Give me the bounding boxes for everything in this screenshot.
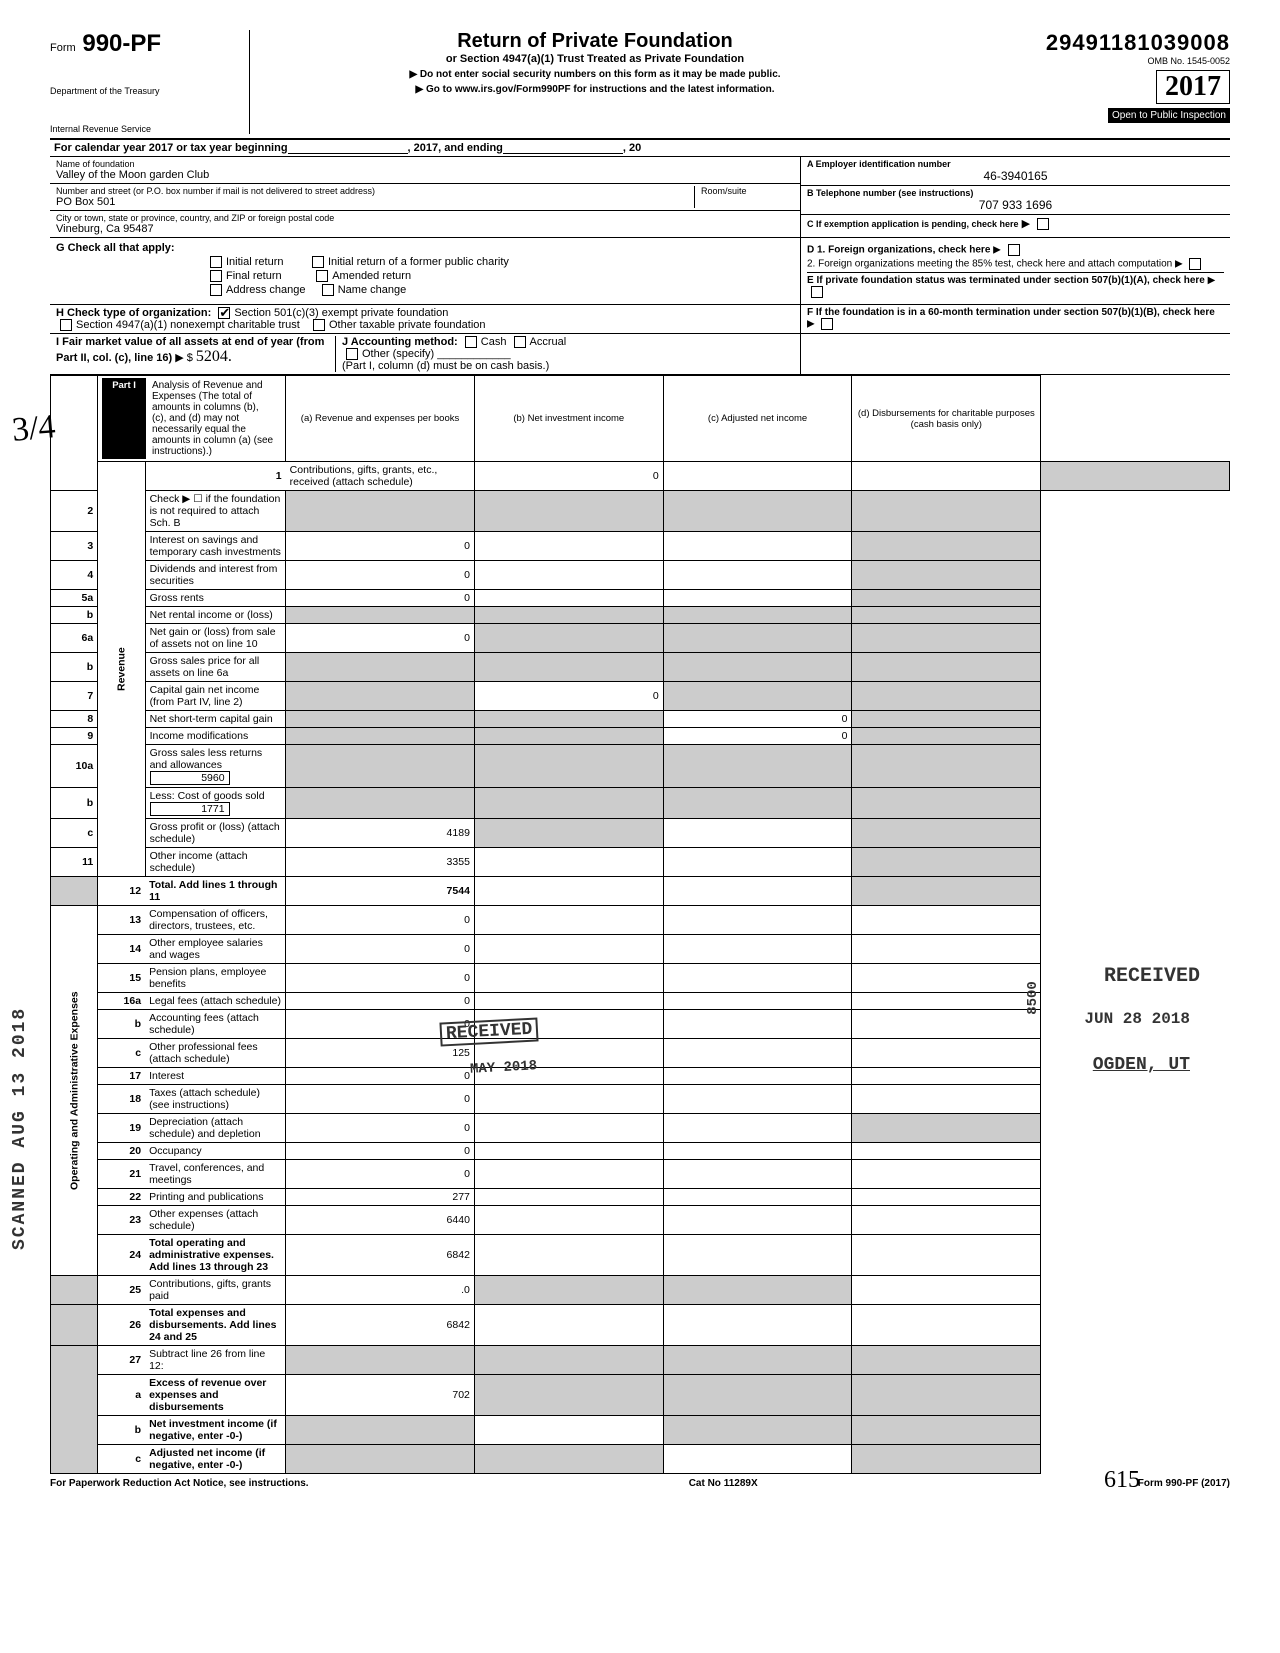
form-right-block: 29491181039008 OMB No. 1545-0052 2017 Op…	[940, 30, 1230, 123]
chk-e[interactable]	[811, 286, 823, 298]
stamp-ogden: OGDEN, UT	[1093, 1055, 1190, 1075]
chk-cash[interactable]	[465, 336, 477, 348]
chk-initial-former[interactable]	[312, 256, 324, 268]
revenue-label: Revenue	[98, 462, 145, 877]
handwritten-34: 3/4	[10, 408, 57, 450]
form-instr-1: Do not enter social security numbers on …	[260, 69, 930, 80]
j-label: J Accounting method:	[342, 336, 458, 348]
addr-label: Number and street (or P.O. box number if…	[56, 186, 694, 196]
footer-right: Form 990-PF (2017)	[1138, 1478, 1230, 1489]
expenses-label: Operating and Administrative Expenses	[51, 906, 98, 1276]
stamp-8500: 8500	[1025, 981, 1041, 1015]
form-subtitle: or Section 4947(a)(1) Trust Treated as P…	[260, 53, 930, 65]
part1-table: Part I Analysis of Revenue and Expenses …	[50, 375, 1230, 1474]
ein-value: 46-3940165	[807, 169, 1224, 183]
footer-mid: Cat No 11289X	[689, 1478, 758, 1489]
dept-treasury: Department of the Treasury	[50, 86, 241, 96]
cal-end-blank[interactable]	[503, 142, 623, 154]
handwritten-615: 615	[1104, 1467, 1140, 1494]
c-label: C If exemption application is pending, c…	[807, 219, 1019, 229]
form-title-block: Return of Private Foundation or Section …	[260, 30, 930, 95]
chk-final[interactable]	[210, 270, 222, 282]
form-number: 990-PF	[82, 30, 161, 57]
box-10a: 5960	[150, 771, 230, 785]
chk-address[interactable]	[210, 284, 222, 296]
col-d-hdr: (d) Disbursements for charitable purpose…	[852, 376, 1041, 462]
footer-left: For Paperwork Reduction Act Notice, see …	[50, 1478, 309, 1489]
part1-desc: Analysis of Revenue and Expenses (The to…	[146, 378, 281, 459]
col-b-hdr: (b) Net investment income	[474, 376, 663, 462]
page-footer: For Paperwork Reduction Act Notice, see …	[50, 1478, 1230, 1489]
ein-label: A Employer identification number	[807, 159, 1224, 169]
form-id-block: Form 990-PF Department of the Treasury I…	[50, 30, 250, 134]
chk-other-method[interactable]	[346, 348, 358, 360]
open-inspection-badge: Open to Public Inspection	[1108, 108, 1230, 123]
cal-text-3: , 20	[623, 142, 641, 154]
dln-number: 29491181039008	[940, 30, 1230, 56]
calendar-year-row: For calendar year 2017 or tax year begin…	[50, 140, 1230, 157]
cal-text-2: , 2017, and ending	[408, 142, 503, 154]
foundation-name: Valley of the Moon garden Club	[56, 169, 794, 181]
chk-d2[interactable]	[1189, 258, 1201, 270]
city-label: City or town, state or province, country…	[56, 213, 794, 223]
form-title: Return of Private Foundation	[260, 30, 930, 53]
city-zip: Vineburg, Ca 95487	[56, 223, 794, 235]
identification-block: Name of foundation Valley of the Moon ga…	[50, 157, 1230, 238]
address: PO Box 501	[56, 196, 694, 208]
chk-4947[interactable]	[60, 319, 72, 331]
fmv-handwritten: 5204.	[196, 348, 232, 365]
section-g: G Check all that apply: Initial return I…	[50, 238, 1230, 305]
chk-accrual[interactable]	[514, 336, 526, 348]
phone-label: B Telephone number (see instructions)	[807, 188, 1224, 198]
form-prefix: Form	[50, 42, 76, 54]
chk-f[interactable]	[821, 318, 833, 330]
col-a-hdr: (a) Revenue and expenses per books	[286, 376, 475, 462]
tax-year: 2017	[1156, 70, 1230, 104]
stamp-received-1: RECEIVED	[439, 1017, 539, 1046]
stamp-received-2: RECEIVED	[1104, 965, 1200, 988]
g-label: G Check all that apply:	[56, 242, 175, 254]
dept-irs: Internal Revenue Service	[50, 124, 241, 134]
phone-value: 707 933 1696	[807, 198, 1224, 212]
stamp-received-2-date: JUN 28 2018	[1084, 1010, 1190, 1028]
chk-501c3[interactable]	[218, 307, 230, 319]
cal-text-1: For calendar year 2017 or tax year begin…	[54, 142, 288, 154]
part1-label: Part I	[102, 378, 146, 459]
form-instr-2: Go to www.irs.gov/Form990PF for instruct…	[260, 84, 930, 95]
chk-namechange[interactable]	[322, 284, 334, 296]
form-header: Form 990-PF Department of the Treasury I…	[50, 30, 1230, 140]
j-note: (Part I, column (d) must be on cash basi…	[342, 360, 549, 372]
room-label: Room/suite	[701, 186, 794, 196]
c-checkbox[interactable]	[1037, 218, 1049, 230]
h-label: H Check type of organization:	[56, 307, 211, 319]
chk-d1[interactable]	[1008, 244, 1020, 256]
chk-amended[interactable]	[316, 270, 328, 282]
chk-other-taxable[interactable]	[313, 319, 325, 331]
section-h: H Check type of organization: Section 50…	[50, 305, 1230, 334]
omb-number: OMB No. 1545-0052	[940, 56, 1230, 66]
section-i-j: I Fair market value of all assets at end…	[50, 334, 1230, 375]
name-label: Name of foundation	[56, 159, 794, 169]
chk-initial[interactable]	[210, 256, 222, 268]
stamp-scanned: SCANNED AUG 13 2018	[10, 1007, 30, 1250]
cal-begin-blank[interactable]	[288, 142, 408, 154]
col-c-hdr: (c) Adjusted net income	[663, 376, 852, 462]
box-10b: 1771	[150, 802, 230, 816]
